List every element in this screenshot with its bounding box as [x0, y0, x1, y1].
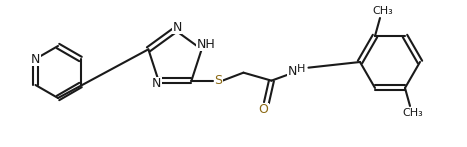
Text: NH: NH — [196, 38, 215, 51]
Text: S: S — [214, 74, 222, 87]
Text: H: H — [297, 64, 305, 74]
Text: CH₃: CH₃ — [373, 6, 393, 16]
Text: O: O — [259, 103, 269, 116]
Text: N: N — [152, 77, 161, 90]
Text: N: N — [31, 52, 40, 66]
Text: CH₃: CH₃ — [403, 108, 424, 118]
Text: N: N — [172, 20, 182, 34]
Text: N: N — [288, 65, 297, 78]
